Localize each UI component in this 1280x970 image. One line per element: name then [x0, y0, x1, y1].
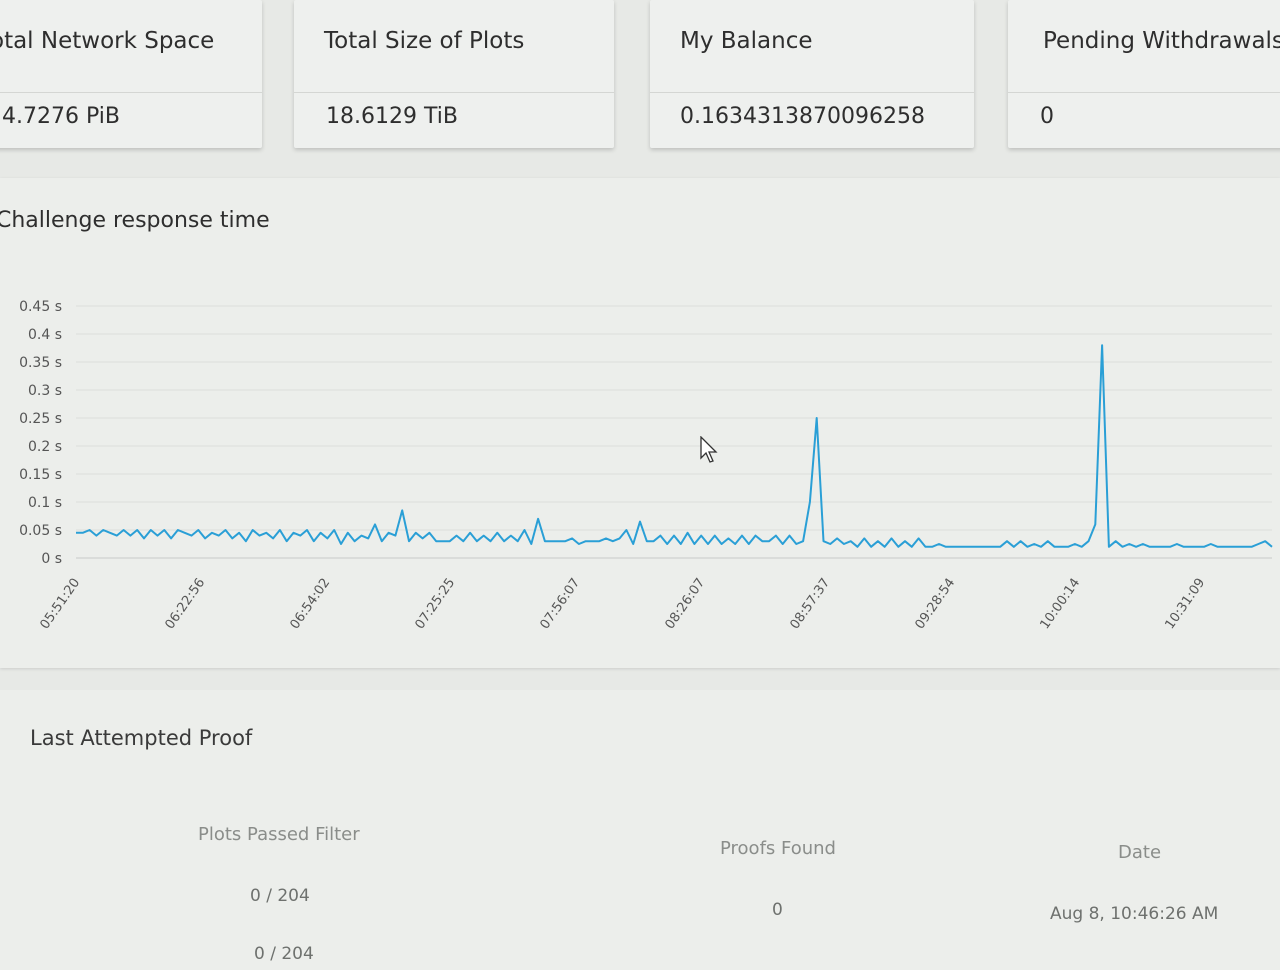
row-proofs-found: 0 [772, 900, 783, 920]
plots-size-card: Total Size of Plots 18.6129 TiB [294, 0, 614, 148]
pending-withdrawals-value: 0 [1040, 104, 1054, 129]
network-space-value: 4.7276 PiB [2, 104, 120, 129]
x-tick-label: 10:00:14 [1037, 576, 1083, 632]
y-tick-label: 0.45 s [19, 299, 62, 315]
column-header-date: Date [1118, 842, 1162, 863]
y-tick-label: 0.2 s [28, 439, 62, 455]
chart-title: Challenge response time [0, 208, 270, 233]
y-tick-label: 0.3 s [28, 383, 62, 399]
challenge-response-chart: 0 s 0.05 s 0.1 s 0.15 s 0.2 s 0.25 s 0.3 s 0.35… [19, 299, 1273, 632]
card-divider [650, 92, 974, 93]
row-date: Aug 8, 10:46:26 AM [1050, 904, 1219, 924]
column-header-plots-passed: Plots Passed Filter [198, 824, 360, 845]
card-divider [0, 92, 262, 93]
challenge-response-panel: Challenge response time 0 s 0.05 s 0.1 s 0.… [0, 178, 1280, 668]
card-divider [1008, 92, 1280, 93]
y-tick-label: 0 s [41, 551, 62, 567]
y-tick-label: 0.15 s [19, 467, 62, 483]
mouse-cursor-icon [700, 436, 718, 463]
x-tick-label: 06:22:56 [162, 576, 208, 632]
column-header-proofs-found: Proofs Found [720, 838, 836, 859]
series-line [76, 344, 1273, 548]
network-space-card: otal Network Space 4.7276 PiB [0, 0, 262, 148]
y-tick-label: 0.05 s [19, 523, 62, 539]
row-plots-passed: 0 / 204 [250, 886, 310, 906]
pending-withdrawals-label: Pending Withdrawals [1043, 28, 1280, 54]
y-tick-label: 0.1 s [28, 495, 62, 511]
proof-section-title: Last Attempted Proof [30, 726, 253, 750]
last-attempted-proof-panel: Last Attempted Proof Plots Passed Filter… [0, 690, 1280, 970]
x-tick-label: 08:26:07 [662, 576, 708, 632]
balance-value: 0.1634313870096258 [680, 104, 925, 129]
row-plots-passed: 0 / 204 [254, 944, 314, 964]
balance-label: My Balance [680, 28, 813, 54]
x-tick-label: 05:51:20 [37, 576, 83, 632]
network-space-label: otal Network Space [0, 28, 215, 54]
x-tick-label: 07:25:25 [412, 576, 458, 632]
x-tick-label: 07:56:07 [537, 576, 583, 632]
plots-size-value: 18.6129 TiB [326, 104, 458, 129]
x-tick-label: 09:28:54 [912, 576, 958, 632]
y-tick-label: 0.4 s [28, 327, 62, 343]
x-tick-label: 10:31:09 [1162, 576, 1208, 632]
x-tick-label: 08:57:37 [787, 576, 833, 632]
y-tick-label: 0.25 s [19, 411, 62, 427]
pending-withdrawals-card: Pending Withdrawals 0 [1008, 0, 1280, 148]
plots-size-label: Total Size of Plots [324, 28, 525, 54]
x-tick-label: 06:54:02 [287, 576, 333, 632]
card-divider [294, 92, 614, 93]
y-tick-label: 0.35 s [19, 355, 62, 371]
balance-card: My Balance 0.1634313870096258 [650, 0, 974, 148]
